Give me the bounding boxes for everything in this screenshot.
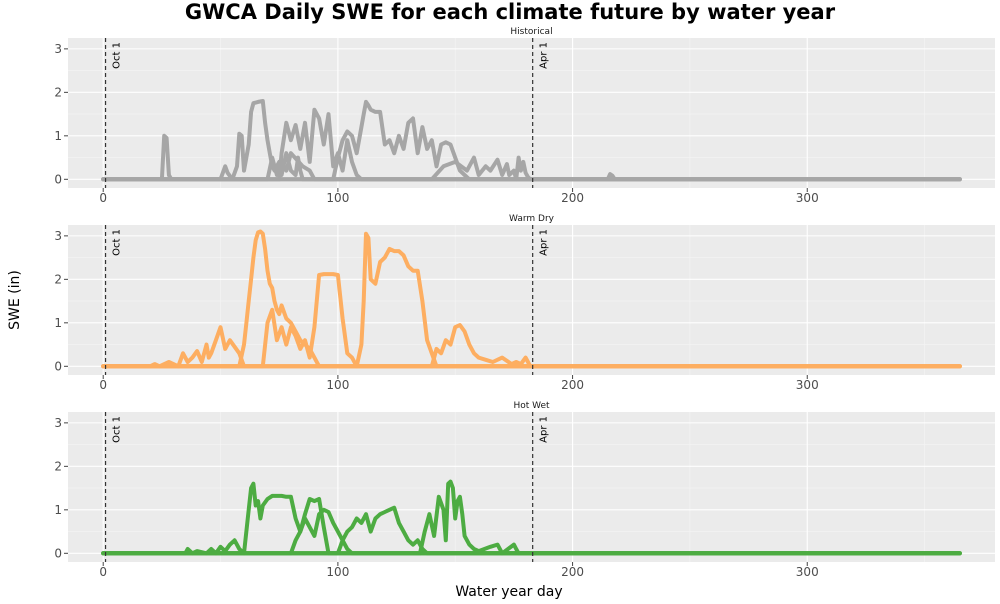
reference-line-label: Apr 1 (539, 42, 550, 69)
y-tick-label: 3 (54, 229, 62, 243)
reference-line-label: Oct 1 (112, 42, 123, 69)
series-line-1 (101, 481, 962, 556)
series-line-1 (101, 99, 962, 182)
series-line-3 (101, 99, 962, 182)
x-tick-label: 200 (561, 191, 584, 205)
panel-title: Warm Dry (509, 214, 555, 224)
series-line-3 (101, 231, 962, 369)
panel-background (68, 38, 995, 188)
panel-background (68, 412, 995, 562)
y-axis-label: SWE (in) (7, 270, 23, 330)
x-tick-label: 200 (561, 378, 584, 392)
series-line-4 (101, 479, 962, 556)
y-tick-label: 0 (54, 172, 62, 186)
panel-0: Historical Oct 1 Apr 1 0 1 2 3 0 100 200 300 (54, 27, 995, 205)
y-tick-label: 2 (54, 272, 62, 286)
y-tick-label: 1 (54, 129, 62, 143)
x-tick-label: 100 (326, 565, 349, 579)
series-line-2 (101, 272, 962, 369)
x-axis-label: Water year day (455, 584, 562, 600)
panel-title: Hot Wet (513, 401, 550, 411)
y-tick-label: 2 (54, 85, 62, 99)
reference-line-label: Apr 1 (539, 416, 550, 443)
y-tick-label: 2 (54, 459, 62, 473)
series-line-3 (101, 505, 962, 556)
panel-background (68, 225, 995, 375)
x-tick-label: 100 (326, 191, 349, 205)
series-line-2 (101, 507, 962, 556)
x-tick-label: 300 (796, 565, 819, 579)
series-line-2 (101, 107, 962, 182)
y-tick-label: 1 (54, 503, 62, 517)
y-tick-label: 3 (54, 416, 62, 430)
series-line-4 (101, 155, 962, 182)
x-tick-label: 100 (326, 378, 349, 392)
x-tick-label: 0 (99, 191, 107, 205)
chart-title: GWCA Daily SWE for each climate future b… (185, 0, 836, 24)
reference-line-label: Oct 1 (112, 416, 123, 443)
panel-2: Hot Wet Oct 1 Apr 1 0 1 2 3 0 100 200 300 (54, 401, 995, 579)
x-tick-label: 0 (99, 565, 107, 579)
reference-line-label: Apr 1 (539, 229, 550, 256)
y-tick-label: 0 (54, 546, 62, 560)
series-line-4 (101, 323, 962, 369)
x-tick-label: 300 (796, 191, 819, 205)
y-tick-label: 3 (54, 42, 62, 56)
y-tick-label: 1 (54, 316, 62, 330)
x-tick-label: 200 (561, 565, 584, 579)
x-tick-label: 300 (796, 378, 819, 392)
panel-title: Historical (510, 27, 552, 37)
reference-line-label: Oct 1 (112, 229, 123, 256)
panel-1: Warm Dry Oct 1 Apr 1 0 1 2 3 0 100 200 300 (54, 214, 995, 392)
y-tick-label: 0 (54, 359, 62, 373)
x-tick-label: 0 (99, 378, 107, 392)
